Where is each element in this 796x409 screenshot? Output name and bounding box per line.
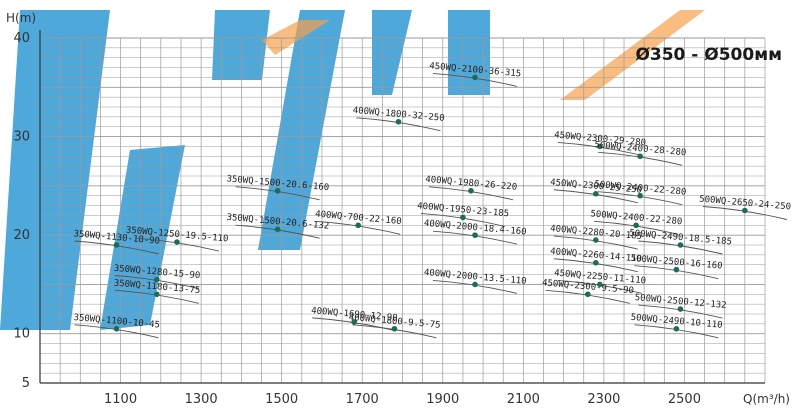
point-marker [673,266,680,273]
point-marker [395,118,402,125]
point-marker [597,281,603,288]
point-marker [597,143,603,150]
data-point: 500WQ-2400-28-280 [594,140,687,166]
chart-grid [39,37,766,384]
point-marker [742,207,748,214]
point-marker [637,153,643,160]
x-tick-label: 2300 [587,392,620,407]
x-tick-label: 1900 [426,392,459,407]
point-marker [633,222,639,229]
point-marker [391,325,398,332]
x-tick-label: 1700 [346,392,379,407]
watermark-stripe-blue-5 [372,10,412,95]
point-marker [274,226,281,233]
chart-title: Ø350 - Ø500мм [635,45,782,65]
x-tick-label: 1100 [104,392,137,407]
data-point: 500WQ-2400-22-280 [594,180,687,206]
watermark-stripe-blue-1 [0,10,110,330]
point-marker [673,325,680,332]
watermark-stripe-blue-2 [100,145,185,330]
point-marker [593,190,599,197]
y-tick-label: 40 [13,31,30,46]
point-marker [154,291,160,298]
y-tick-label: 20 [13,228,30,243]
y-axis-label: H(m) [6,11,36,25]
x-axis-label: Q(m³/h) [743,392,790,406]
data-point: 400WQ-2000-18.4-160 [423,219,527,245]
point-marker [113,242,120,248]
watermark-stripe-blue-3 [212,10,270,80]
point-marker [468,187,474,194]
point-marker [274,187,281,194]
y-tick-label: 10 [13,327,30,342]
x-tick-label: 2500 [668,392,701,407]
point-marker [593,237,599,243]
x-tick-label: 2100 [507,392,540,407]
data-point: 400WQ-2000-13.5-110 [423,268,527,294]
y-tick-label: 5 [22,376,30,391]
data-point: 400WQ-1980-26-220 [425,175,517,201]
point-marker [472,281,478,288]
data-point: 400WQ-1800-32-250 [352,106,445,132]
point-marker [677,242,684,248]
point-marker [472,232,478,238]
point-marker [154,276,160,283]
data-point: 500WQ-2400-22-280 [590,209,683,235]
x-tick-label: 1300 [185,392,218,407]
point-marker [174,239,180,245]
chart-axes: 1100 1300 1500 1700 1900 2100 2300 2500 5 10 20 30 4… [6,11,790,407]
point-marker [351,319,357,325]
point-marker [113,325,120,332]
watermark-stripe-orange-1 [262,20,330,55]
x-tick-label: 1500 [265,392,298,407]
point-marker [472,74,478,81]
watermark-stripe-blue-6 [448,10,490,95]
point-marker [584,291,591,298]
point-marker [355,222,361,229]
point-marker [677,306,684,312]
point-marker [637,192,643,199]
point-marker [460,214,466,221]
point-marker [593,259,599,266]
y-tick-label: 30 [13,130,30,145]
